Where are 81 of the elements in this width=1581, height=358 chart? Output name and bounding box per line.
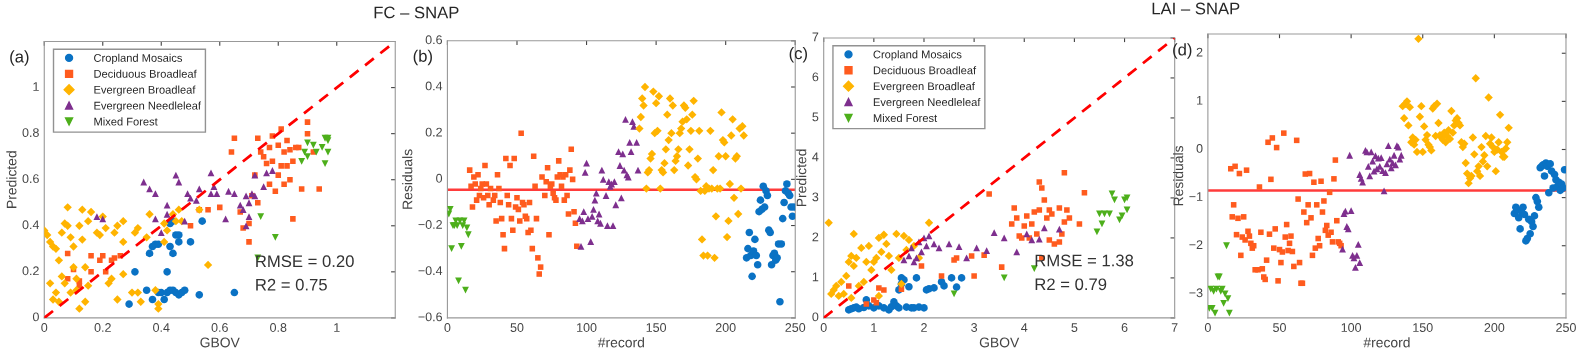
y-tick-label: 0.4 [425,81,443,91]
y-tick-label: 1 [812,272,819,282]
x-tick-label: 0.4 [153,323,170,332]
x-tick-label: 150 [1413,323,1433,332]
x-tick-label: 0.6 [211,323,228,332]
legend-label: Deciduous Broadleaf [94,69,197,78]
y-tick-label: −0.4 [418,266,443,276]
x-tick-label: 1 [871,323,877,332]
x-axis-title: GBOV [979,337,1020,348]
x-axis-title: #record [597,337,644,348]
annotation: RMSE = 0.20 [256,255,354,268]
y-axis-title: Residuals [1173,145,1184,206]
y-tick-label: −0.6 [418,312,443,322]
legend-label: Evergreen Broadleaf [94,85,196,96]
y-tick-label: 0.2 [425,127,442,137]
y-tick-label: 4 [812,152,819,162]
annotation: (c) [789,46,807,63]
y-tick-label: 0.6 [22,174,39,184]
chart-title: FC – SNAP [374,6,459,19]
x-tick-label: 0 [444,323,451,332]
y-tick-label: 0.6 [425,35,443,45]
y-tick-label: 2 [1196,47,1203,57]
y-tick-label: 0 [436,173,443,183]
y-tick-label: 0.8 [22,128,39,138]
x-tick-label: 50 [510,323,524,332]
y-tick-label: 0.2 [22,266,39,276]
legend-label: Cropland Mosaics [873,50,962,61]
y-tick-label: 0 [812,312,819,322]
x-tick-label: 7 [1171,323,1178,332]
y-tick-label: 7 [812,32,819,42]
annotation: R2 = 0.75 [256,278,327,291]
x-tick-label: 5 [1071,323,1078,332]
y-tick-label: −2 [1189,240,1203,249]
y-tick-label: 3 [812,192,819,202]
x-axis-title: GBOV [200,337,240,348]
x-tick-label: 0 [41,323,48,332]
y-tick-label: 1 [33,82,39,91]
x-tick-label: 2 [921,323,927,332]
y-tick-label: −1 [1189,192,1203,201]
y-tick-label: 1 [1197,96,1203,105]
y-axis-title: Residuals [402,149,413,209]
y-axis-title: Predicted [6,151,17,208]
x-tick-label: 4 [1021,323,1028,332]
x-tick-label: 250 [785,323,806,332]
text: (b) [413,49,432,66]
legend-label: Mixed Forest [94,117,158,126]
y-tick-label: 2 [812,232,819,242]
legend-label: Evergreen Broadleaf [873,82,975,93]
legend-label: Evergreen Needleleaf [873,97,981,109]
x-tick-label: 50 [1273,323,1286,332]
x-tick-label: 0.8 [270,323,287,332]
y-tick-label: 0 [1196,144,1203,153]
x-tick-label: 1 [334,323,340,332]
x-tick-label: 200 [1484,323,1505,332]
x-tick-label: 0 [820,323,827,332]
legend-label: Cropland Mosaics [94,53,183,65]
x-tick-label: 0 [1204,323,1211,332]
y-axis-title: Predicted [796,149,807,207]
x-tick-label: 100 [1341,323,1362,332]
legend-label: Mixed Forest [873,113,938,123]
x-tick-label: 100 [577,323,597,332]
chart-title: LAI – SNAP [1152,2,1240,15]
y-tick-label: −3 [1189,288,1203,298]
legend-label: Evergreen Needleleaf [94,101,201,112]
y-tick-label: −0.2 [418,220,442,229]
x-tick-label: 6 [1121,323,1128,332]
annotation: RMSE = 1.38 [1035,254,1134,267]
y-tick-label: 6 [812,72,819,82]
x-tick-label: 3 [971,323,978,332]
y-tick-label: 0.4 [22,220,40,230]
x-axis-title: #record [1363,337,1410,348]
text: (a) [10,50,29,66]
y-tick-label: 0 [32,312,39,322]
x-tick-label: 0.2 [94,323,111,332]
x-tick-label: 150 [646,323,667,332]
legend-label: Deciduous Broadleaf [873,66,977,75]
annotation: R2 = 0.79 [1035,278,1107,291]
x-tick-label: 250 [1556,323,1576,332]
annotation: (d) [1173,43,1192,59]
y-tick-label: 5 [812,112,819,122]
x-tick-label: 200 [715,323,736,332]
